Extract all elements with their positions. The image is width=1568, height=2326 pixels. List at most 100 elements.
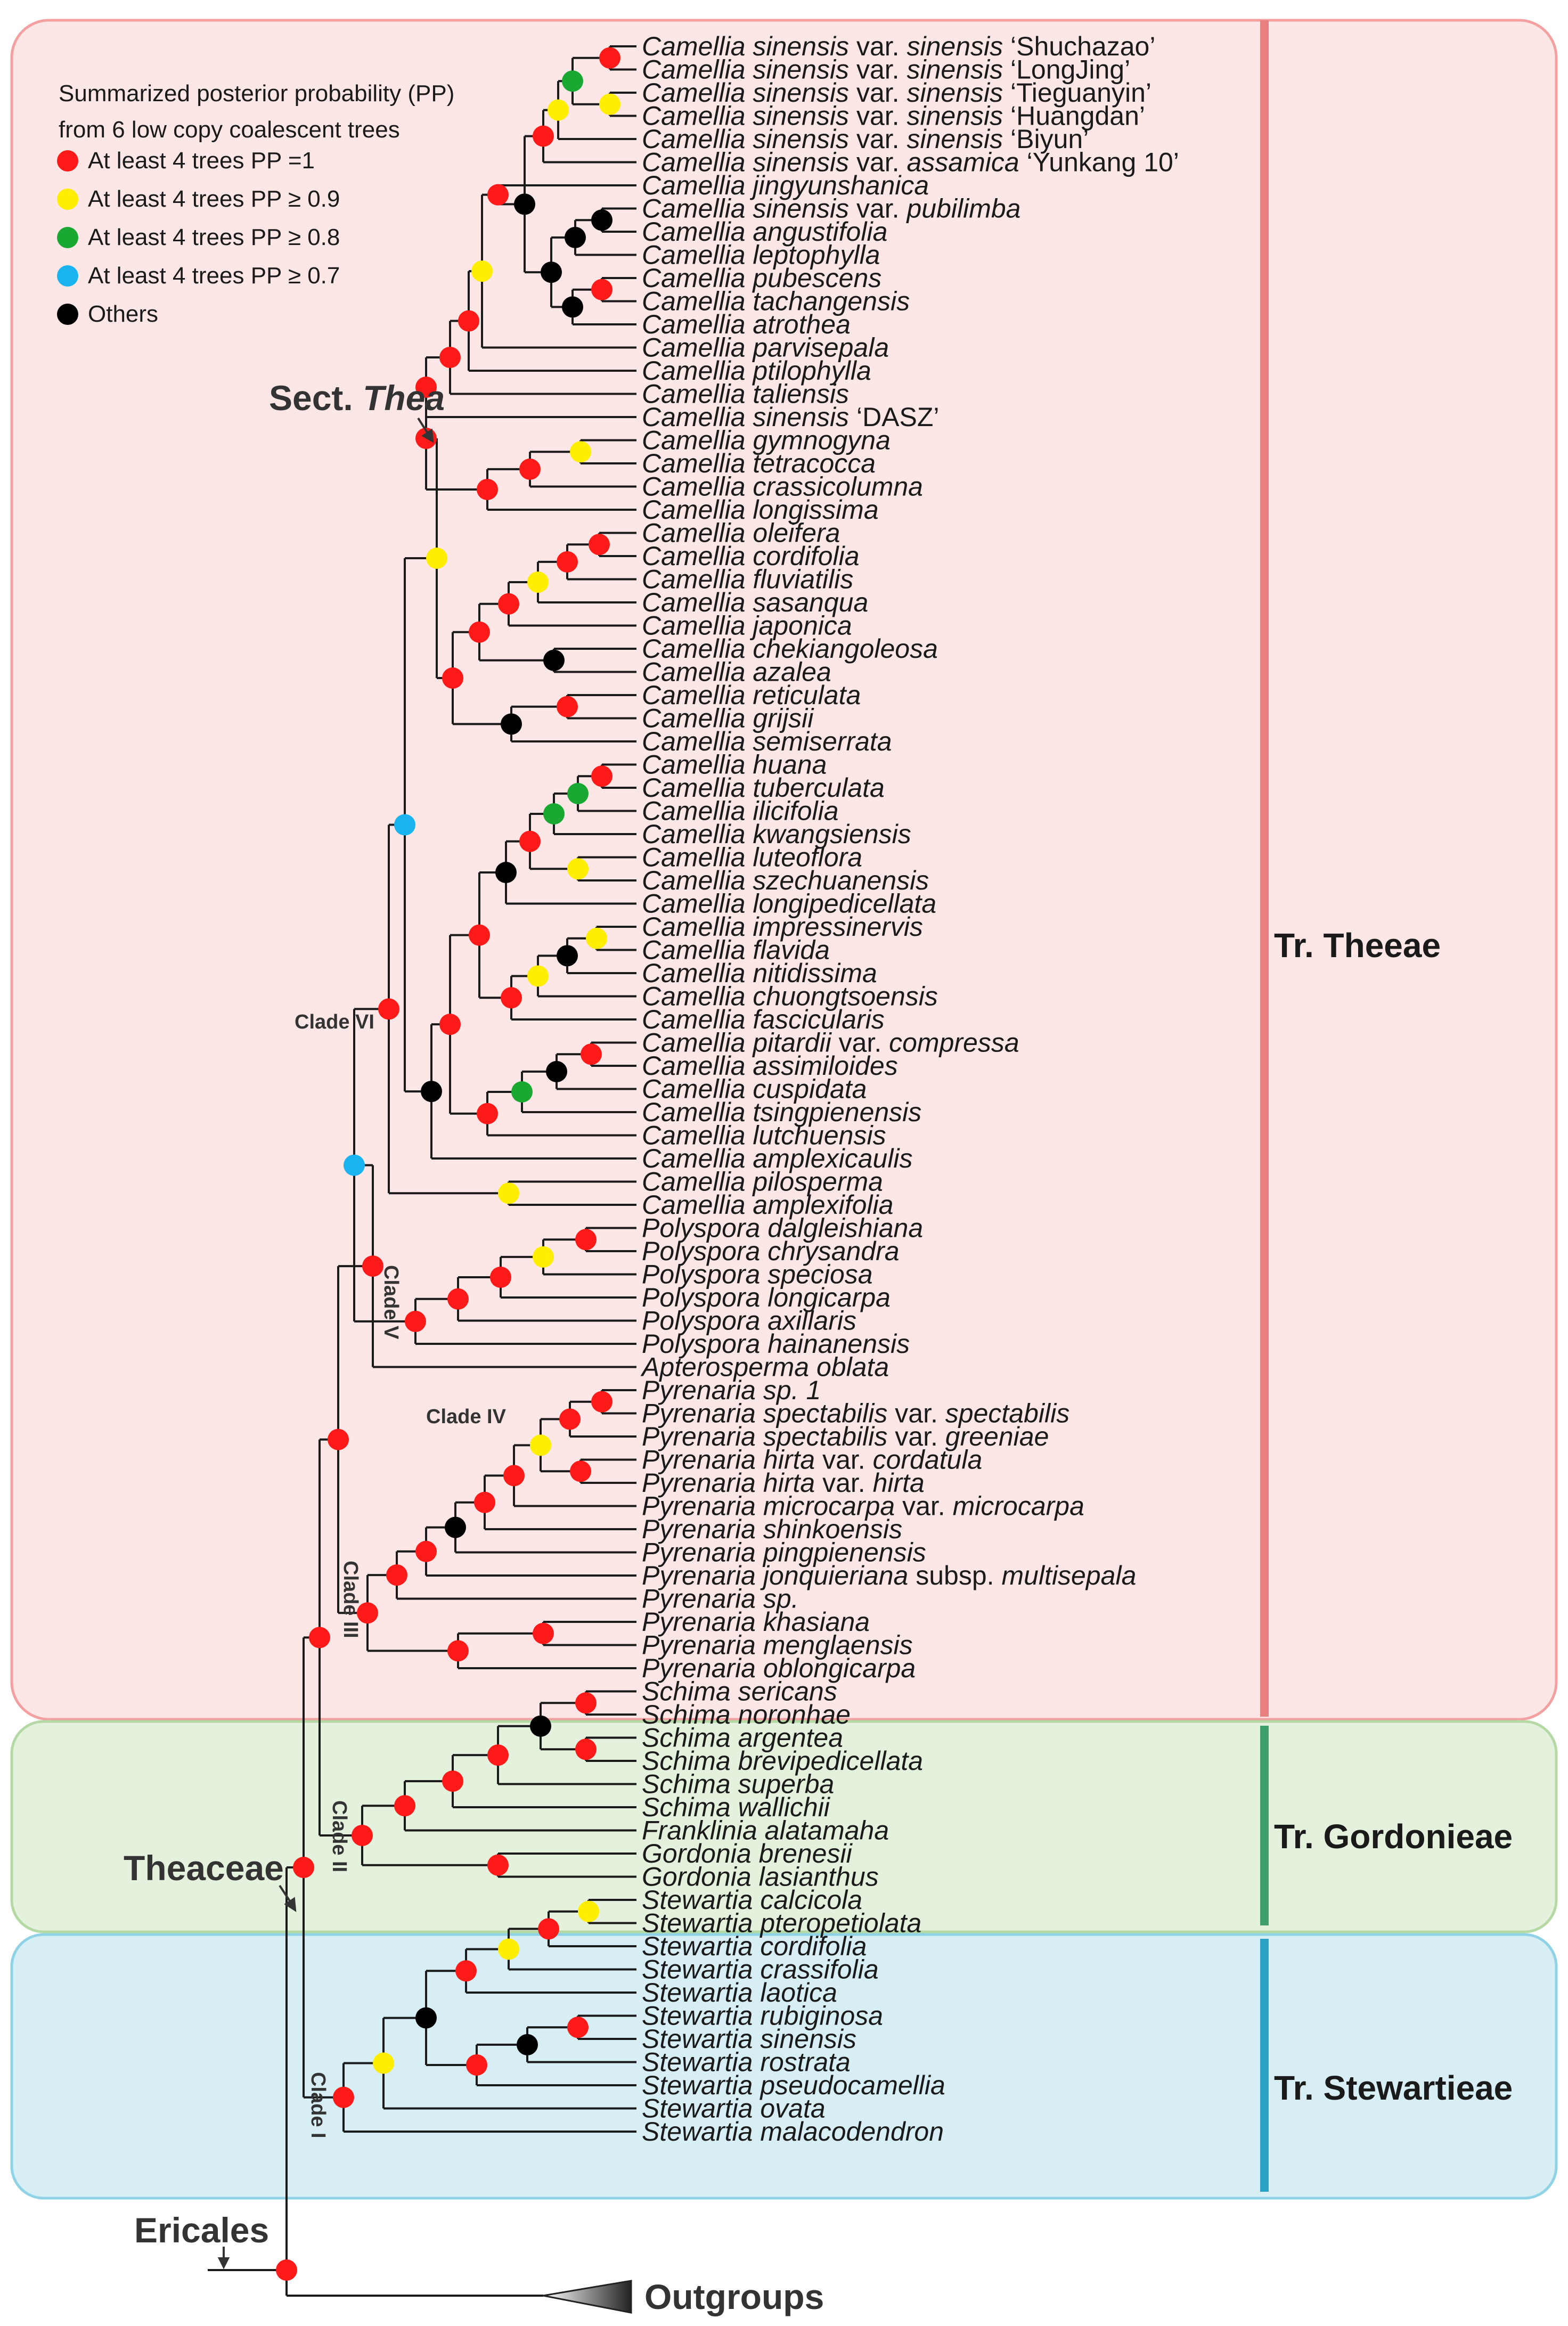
- taxon-part: taliensis: [753, 379, 849, 409]
- node-marker: [357, 1602, 378, 1624]
- taxon-label: Camellia assimiloides: [642, 1051, 898, 1081]
- taxon-part: sinensis: [760, 2024, 856, 2054]
- taxon-label: Camellia chuongtsoensis: [642, 982, 938, 1011]
- taxon-part: pteropetiolata: [759, 1908, 921, 1938]
- legend-dot-0: [57, 150, 78, 172]
- taxon-part: Pyrenaria: [642, 1514, 756, 1544]
- taxon-part: Pyrenaria: [642, 1538, 756, 1568]
- taxon-part: malacodendron: [760, 2117, 944, 2147]
- node-marker: [469, 621, 490, 643]
- node-marker: [474, 1491, 495, 1513]
- taxon-label: Camellia lutchuensis: [642, 1121, 886, 1150]
- node-marker: [498, 1182, 519, 1204]
- taxon-part: microcarpa: [763, 1491, 895, 1521]
- taxon-part: hirta: [873, 1468, 925, 1498]
- legend-dot-4: [57, 304, 78, 325]
- node-marker: [591, 765, 612, 787]
- taxon-part: jonquieriana: [760, 1561, 908, 1590]
- taxon-part: cordifolia: [760, 1931, 867, 1961]
- taxon-part: crassifolia: [760, 1955, 878, 1985]
- taxon-part: longissima: [753, 495, 878, 525]
- taxon-part: parvisepala: [752, 333, 889, 363]
- taxon-part: pilosperma: [752, 1167, 883, 1197]
- taxon-part: Stewartia: [642, 1955, 753, 1985]
- taxon-part: amplexifolia: [753, 1190, 893, 1220]
- taxon-part: sinensis: [753, 148, 849, 177]
- taxon-part: Camellia: [642, 1097, 746, 1127]
- taxon-label: Camellia longissima: [642, 495, 879, 525]
- taxon-part: var.: [856, 124, 900, 154]
- node-marker: [415, 1540, 437, 1562]
- node-marker: [415, 2007, 437, 2029]
- taxon-label: Camellia sasanqua: [642, 587, 868, 617]
- node-marker: [557, 945, 578, 967]
- taxon-part: Camellia: [642, 472, 746, 502]
- node-marker: [293, 1857, 314, 1879]
- taxon-labels: Camellia sinensis var. sinensis ‘Shuchaz…: [640, 31, 1179, 2147]
- node-marker: [543, 803, 565, 825]
- taxon-part: var.: [856, 78, 900, 108]
- taxon-label: Camellia chekiangoleosa: [642, 634, 938, 664]
- taxon-part: sinensis: [753, 31, 849, 61]
- taxon-part: chekiangoleosa: [753, 634, 938, 664]
- taxon-label: Camellia luteoflora: [642, 843, 862, 872]
- node-marker: [490, 1266, 511, 1288]
- taxon-part: var.: [822, 1445, 865, 1475]
- taxon-part: Camellia: [642, 843, 746, 872]
- taxon-label: Pyrenaria spectabilis var. spectabilis: [642, 1399, 1069, 1429]
- taxon-label: Camellia flavida: [642, 935, 830, 965]
- legend: Summarized posterior probability (PP) fr…: [57, 80, 454, 327]
- tribe-theeae-panel: [10, 19, 1558, 1721]
- taxon-part: Schima: [642, 1746, 731, 1776]
- node-marker: [541, 262, 562, 283]
- taxon-part: Camellia: [642, 148, 746, 177]
- taxon-part: longicarpa: [767, 1283, 891, 1312]
- taxon-part: Gordonia: [642, 1862, 752, 1892]
- taxon-part: Stewartia: [642, 2024, 753, 2054]
- node-marker: [495, 862, 517, 884]
- tribe-gordonieae-bar: [1260, 1726, 1269, 1925]
- taxon-part: tuberculata: [753, 773, 884, 803]
- node-marker: [501, 987, 522, 1009]
- taxon-label: Pyrenaria spectabilis var. greeniae: [642, 1422, 1049, 1451]
- taxon-part: atrothea: [753, 309, 850, 339]
- node-marker: [557, 551, 578, 573]
- node-marker: [570, 1460, 591, 1482]
- taxon-part: Pyrenaria: [642, 1653, 756, 1683]
- taxon-part: var.: [856, 148, 900, 177]
- taxon-part: subsp.: [916, 1561, 994, 1590]
- taxon-part: noronhae: [738, 1700, 851, 1729]
- taxon-label: Camellia amplexifolia: [642, 1190, 893, 1220]
- taxon-part: compressa: [889, 1028, 1019, 1058]
- node-marker: [498, 593, 519, 615]
- taxon-part: jingyunshanica: [749, 170, 929, 200]
- taxon-label: Camellia tetracocca: [642, 448, 876, 478]
- node-marker: [527, 965, 549, 987]
- taxon-part: longipedicellata: [753, 889, 936, 919]
- taxon-label: Camellia ilicifolia: [642, 796, 839, 826]
- node-marker: [344, 1154, 365, 1176]
- taxon-part: Stewartia: [642, 2047, 753, 2077]
- taxon-label: Camellia sinensis var. sinensis ‘Huangda…: [642, 101, 1145, 131]
- taxon-part: Camellia: [642, 309, 746, 339]
- node-marker: [445, 1516, 466, 1538]
- legend-dot-1: [57, 189, 78, 210]
- clade-vi-label: Clade VI: [295, 1011, 374, 1033]
- node-marker: [599, 93, 620, 115]
- taxon-label: Camellia sinensis var. sinensis ‘Shuchaz…: [642, 31, 1155, 61]
- taxon-label: Camellia nitidissima: [642, 958, 877, 988]
- taxon-part: assimiloides: [753, 1051, 897, 1081]
- node-marker: [447, 1288, 469, 1310]
- taxon-label: Polyspora chrysandra: [642, 1236, 900, 1266]
- taxon-part: Camellia: [642, 912, 746, 942]
- taxon-label: Camellia fascicularis: [642, 1005, 885, 1034]
- taxon-part: gymnogyna: [753, 426, 891, 455]
- taxon-label: Pyrenaria microcarpa var. microcarpa: [642, 1491, 1084, 1521]
- taxon-label: Camellia sinensis var. sinensis ‘LongJin…: [642, 55, 1130, 85]
- taxon-part: crassicolumna: [753, 472, 923, 502]
- taxon-part: Stewartia: [642, 1908, 753, 1938]
- taxon-part: axillaris: [767, 1306, 856, 1336]
- taxon-part: var.: [822, 1468, 865, 1498]
- node-marker: [565, 226, 586, 248]
- taxon-part: Camellia: [642, 773, 746, 803]
